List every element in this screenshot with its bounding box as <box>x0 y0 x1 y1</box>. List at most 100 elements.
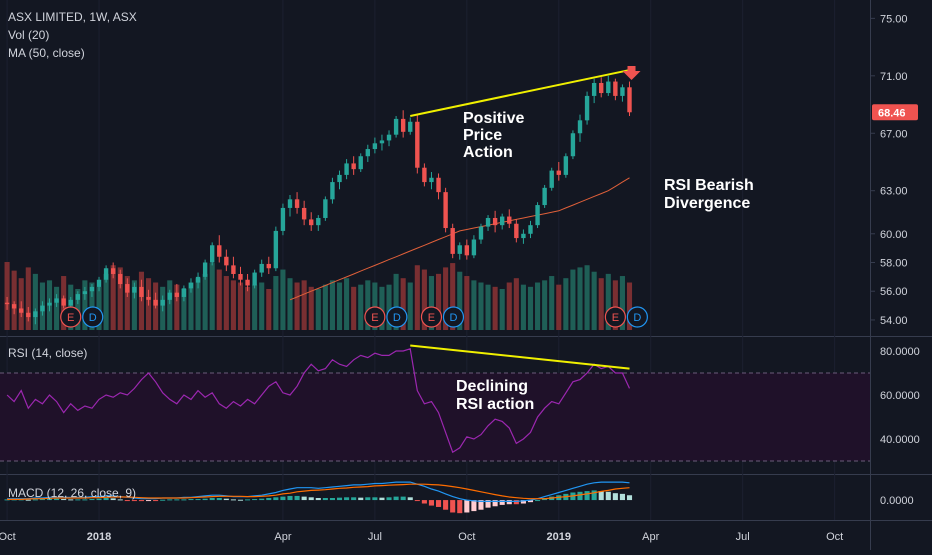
candle-body[interactable] <box>577 120 583 134</box>
candle-body[interactable] <box>337 174 342 183</box>
candle-body[interactable] <box>613 81 618 96</box>
candle-body[interactable] <box>259 263 264 273</box>
candle-body[interactable] <box>372 143 378 150</box>
candle-body[interactable] <box>570 133 576 157</box>
ma-legend[interactable]: MA (50, close) <box>8 46 85 60</box>
candle-body[interactable] <box>535 205 540 226</box>
candle-body[interactable] <box>160 299 165 306</box>
candle-body[interactable] <box>627 87 632 113</box>
candle-body[interactable] <box>96 279 102 287</box>
candle-body[interactable] <box>33 311 38 318</box>
candle-body[interactable] <box>429 177 434 183</box>
macd-axis-ticks[interactable]: 0.0000 <box>880 495 914 507</box>
candle-body[interactable] <box>556 170 561 175</box>
earnings-marker[interactable] <box>420 306 443 328</box>
candle-body[interactable] <box>139 286 144 297</box>
candle-body[interactable] <box>118 273 123 285</box>
candle-body[interactable] <box>606 81 611 94</box>
dividend-marker[interactable] <box>442 306 465 328</box>
candle-body[interactable] <box>436 177 441 193</box>
candle-body[interactable] <box>146 296 151 300</box>
symbol-legend[interactable]: ASX LIMITED, 1W, ASX <box>8 10 137 24</box>
earnings-marker[interactable] <box>604 306 626 328</box>
candle-body[interactable] <box>563 156 569 175</box>
candle-body[interactable] <box>344 163 349 175</box>
candle-body[interactable] <box>393 118 399 135</box>
candle-body[interactable] <box>167 292 172 300</box>
candle-body[interactable] <box>245 279 250 286</box>
candle-body[interactable] <box>273 230 279 269</box>
candle-body[interactable] <box>210 245 215 263</box>
candle-body[interactable] <box>110 268 116 274</box>
time-axis-ticks[interactable]: Oct 2018 Apr Jul Oct 2019 Apr Jul Oct <box>0 531 843 543</box>
candle-body[interactable] <box>351 163 356 170</box>
price-axis-ticks[interactable]: 75.00 71.00 67.00 63.00 60.00 58.00 56.00 54.00 <box>870 13 908 327</box>
candle-body[interactable] <box>521 233 526 239</box>
candle-body[interactable] <box>500 216 505 226</box>
rsi-trendline[interactable] <box>410 344 630 370</box>
candle-body[interactable] <box>82 291 88 295</box>
candle-body[interactable] <box>457 245 462 254</box>
candle-body[interactable] <box>26 312 31 318</box>
candle-body[interactable] <box>408 121 413 132</box>
candle-body[interactable] <box>422 167 427 183</box>
candle-body[interactable] <box>231 265 236 274</box>
candle-body[interactable] <box>61 298 66 306</box>
candle-body[interactable] <box>620 87 625 96</box>
candle-body[interactable] <box>68 299 73 306</box>
candle-body[interactable] <box>188 282 194 289</box>
candle-body[interactable] <box>181 288 187 297</box>
candle-body[interactable] <box>266 263 271 269</box>
candle-body[interactable] <box>19 308 24 313</box>
candle-body[interactable] <box>132 286 137 293</box>
candle-body[interactable] <box>11 304 17 309</box>
candle-body[interactable] <box>386 134 392 141</box>
candle-body[interactable] <box>478 226 484 240</box>
candle-body[interactable] <box>75 294 80 300</box>
candle-body[interactable] <box>514 223 519 239</box>
candle-body[interactable] <box>54 298 59 303</box>
candle-body[interactable] <box>89 286 95 292</box>
candle-body[interactable] <box>323 199 328 218</box>
candle-body[interactable] <box>217 245 222 257</box>
dividend-marker[interactable] <box>626 306 648 328</box>
candle-body[interactable] <box>599 82 604 94</box>
candle-body[interactable] <box>252 272 257 286</box>
candle-body[interactable] <box>330 182 335 200</box>
candle-body[interactable] <box>103 268 109 280</box>
rsi-legend[interactable]: RSI (14, close) <box>8 346 87 360</box>
candle-body[interactable] <box>358 156 363 170</box>
candle-body[interactable] <box>40 305 45 312</box>
candle-body[interactable] <box>471 239 477 256</box>
earnings-marker[interactable] <box>364 306 386 328</box>
candle-body[interactable] <box>507 216 512 224</box>
volume-legend[interactable]: Vol (20) <box>8 28 49 42</box>
candle-body[interactable] <box>485 217 491 227</box>
macd-legend[interactable]: MACD (12, 26, close, 9) <box>8 486 136 500</box>
candle-body[interactable] <box>450 228 455 254</box>
candle-body[interactable] <box>365 149 370 157</box>
candle-body[interactable] <box>280 207 286 231</box>
candle-body[interactable] <box>309 219 314 226</box>
candle-body[interactable] <box>549 170 554 188</box>
candle-body[interactable] <box>492 217 498 226</box>
candle-body[interactable] <box>415 121 420 168</box>
candle-body[interactable] <box>400 118 406 132</box>
candle-body[interactable] <box>464 245 470 256</box>
candle-body[interactable] <box>47 302 52 306</box>
candle-body[interactable] <box>195 276 201 283</box>
price-trendline[interactable] <box>410 69 630 117</box>
candle-body[interactable] <box>316 217 321 226</box>
dividend-marker[interactable] <box>82 306 104 328</box>
candle-body[interactable] <box>542 187 547 206</box>
candle-body[interactable] <box>287 199 293 208</box>
candle-body[interactable] <box>4 302 10 305</box>
candle-body[interactable] <box>528 225 533 234</box>
candle-body[interactable] <box>379 140 385 144</box>
candle-body[interactable] <box>174 292 180 297</box>
candle-body[interactable] <box>224 256 229 266</box>
candle-body[interactable] <box>153 299 158 306</box>
dividend-marker[interactable] <box>386 306 408 328</box>
rsi-axis-ticks[interactable]: 80.0000 60.0000 40.0000 <box>880 346 920 446</box>
earnings-marker[interactable] <box>60 306 82 328</box>
